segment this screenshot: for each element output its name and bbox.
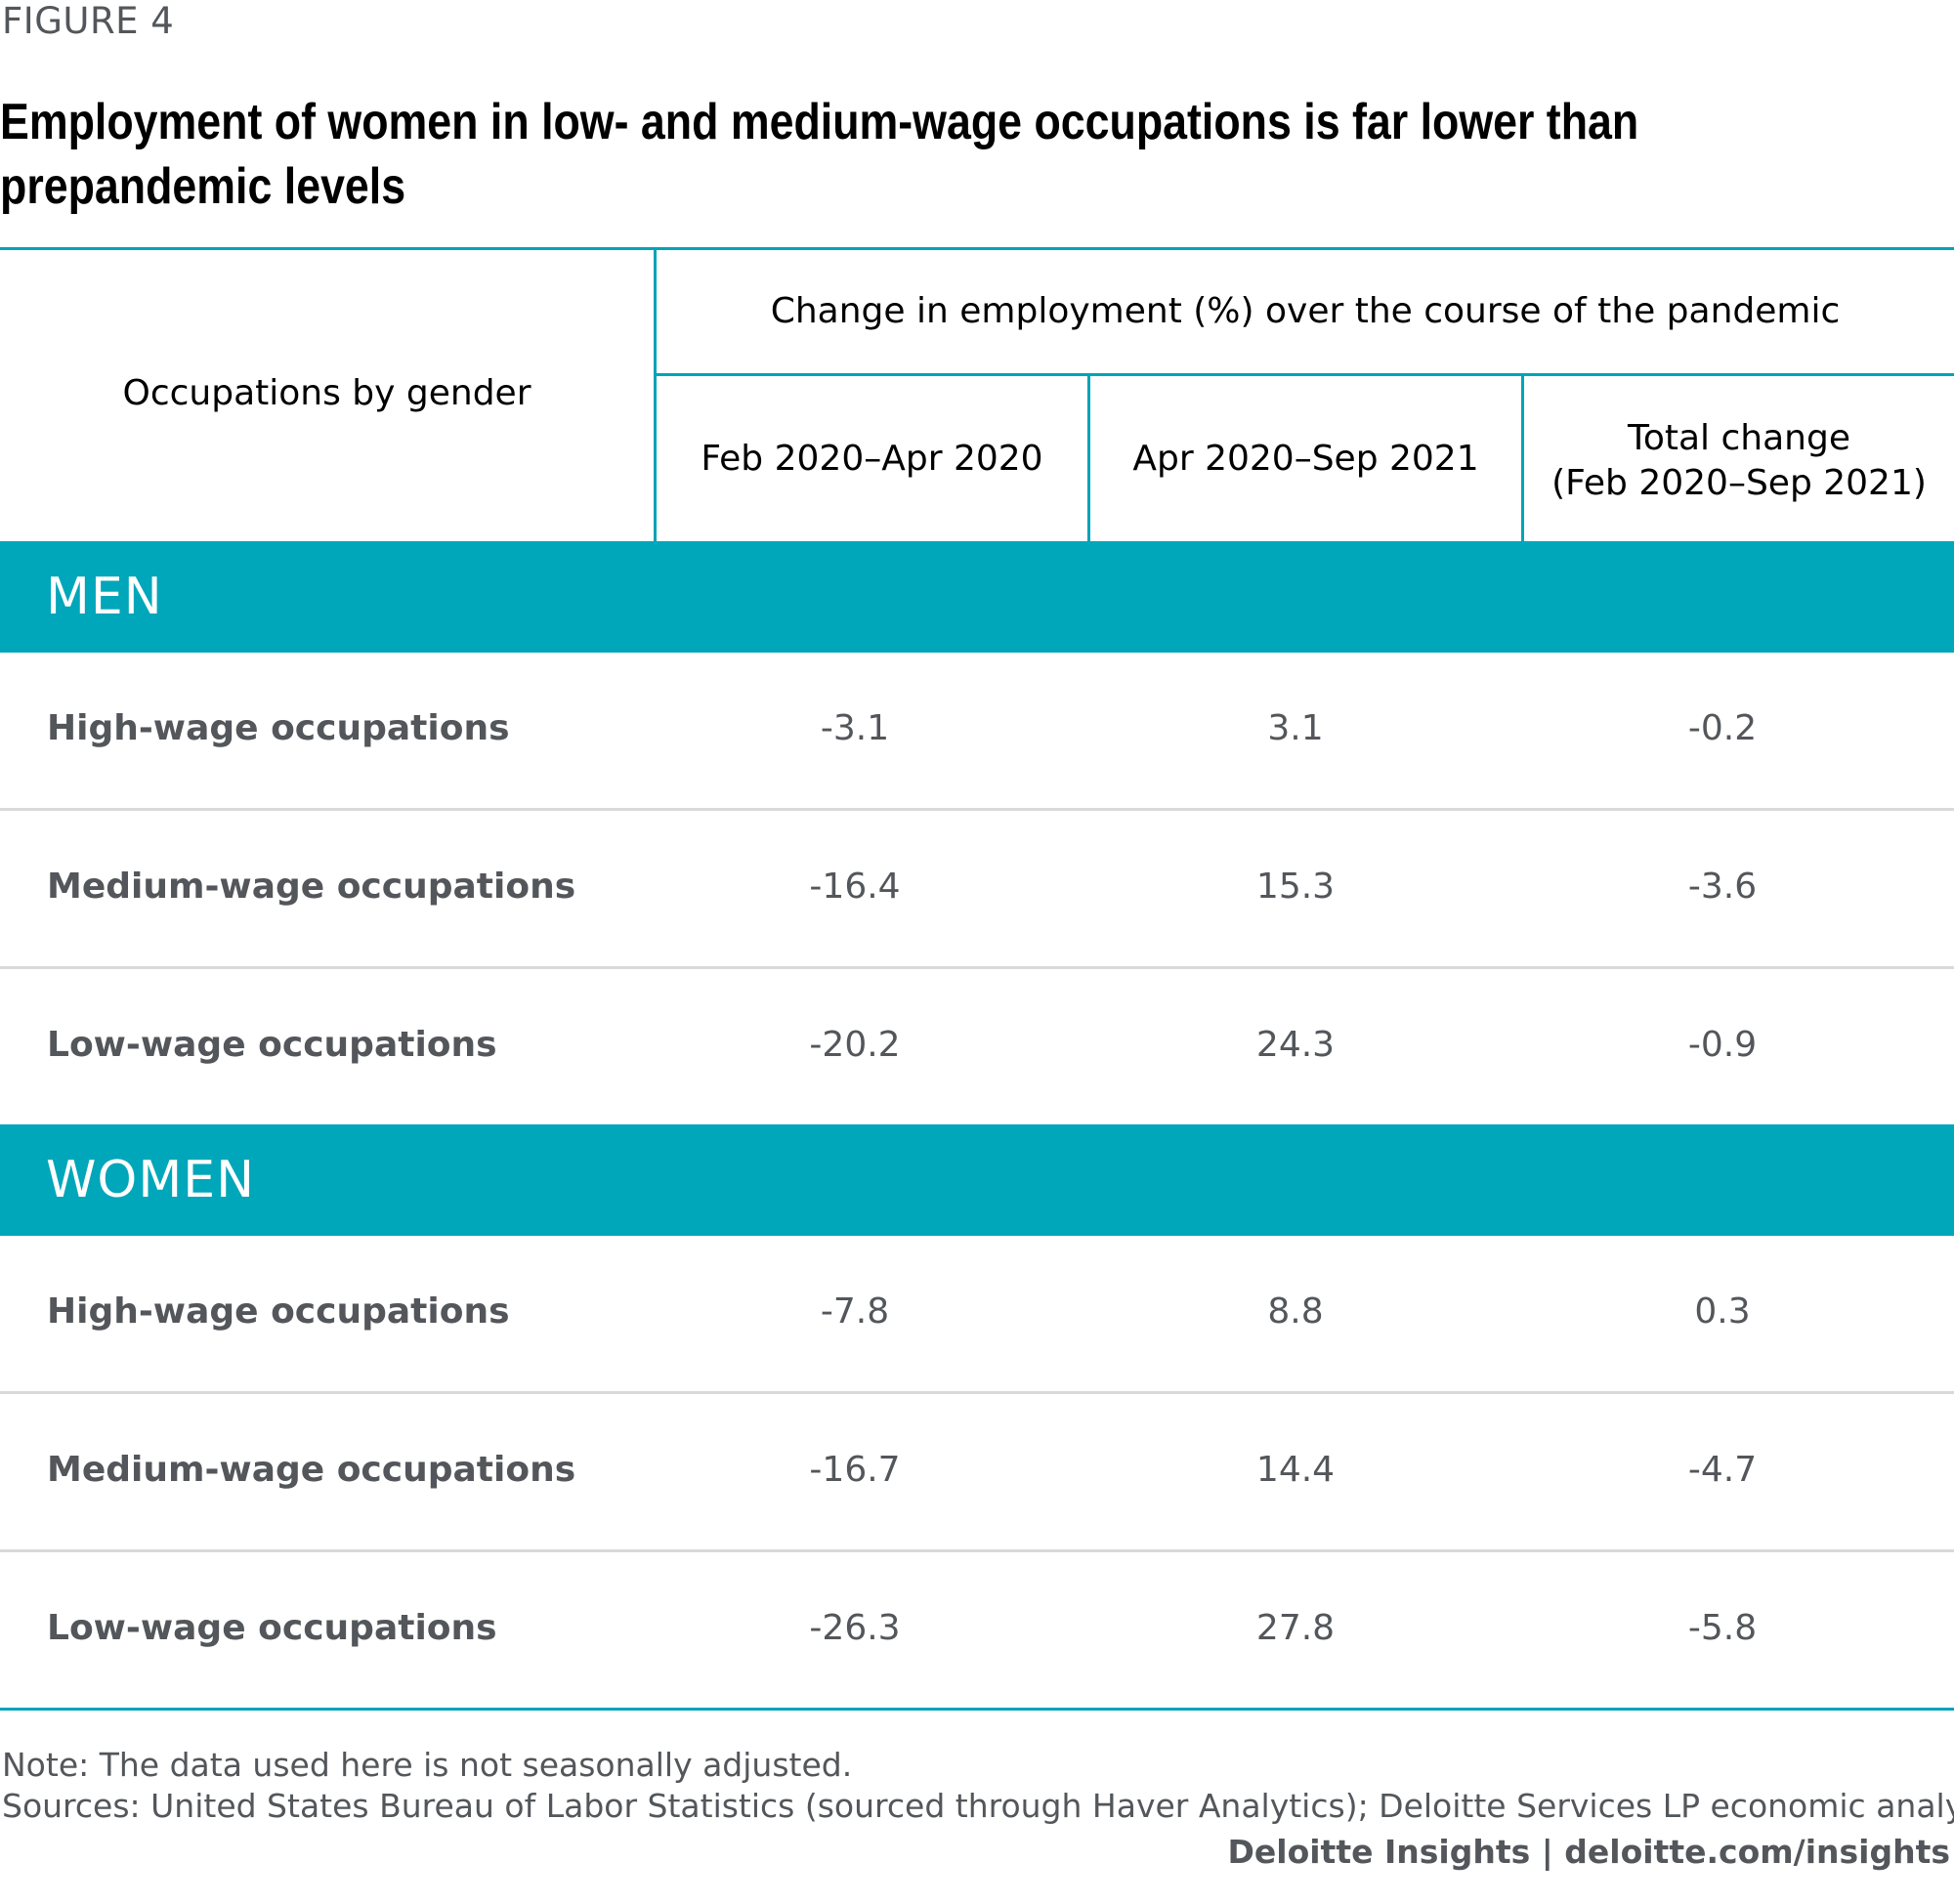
- table-cell: -0.9: [1687, 1025, 1758, 1065]
- group-band-women: WOMEN: [0, 1124, 1954, 1236]
- sources-text: Sources: United States Bureau of Labor S…: [2, 1787, 1954, 1825]
- table-cell: -20.2: [809, 1025, 901, 1065]
- row-header: Occupations by gender: [122, 373, 531, 413]
- group-header-rule: [656, 373, 1954, 376]
- row-separator: [0, 808, 1954, 811]
- table-cell: 0.3: [1694, 1291, 1751, 1332]
- table-top-rule: [0, 247, 1954, 250]
- group-label-men: MEN: [46, 568, 163, 626]
- note-text: Note: The data used here is not seasonal…: [2, 1746, 853, 1784]
- table-cell: 3.1: [1267, 708, 1324, 748]
- table-row-label: High-wage occupations: [47, 1291, 510, 1332]
- table-cell: -26.3: [809, 1608, 901, 1648]
- table-cell: 24.3: [1255, 1025, 1336, 1065]
- column-header-3-line2: (Feb 2020–Sep 2021): [1551, 463, 1927, 503]
- column-header-2: Apr 2020–Sep 2021: [1132, 439, 1479, 479]
- column-header-1: Feb 2020–Apr 2020: [701, 439, 1043, 479]
- row-separator: [0, 1549, 1954, 1552]
- header-divider-right: [1521, 375, 1524, 542]
- table-cell: -16.7: [809, 1450, 901, 1490]
- table-row-label: Low-wage occupations: [47, 1025, 497, 1065]
- table-row-label: Medium-wage occupations: [47, 1450, 576, 1490]
- table-cell: -4.7: [1687, 1450, 1758, 1490]
- table-row-label: High-wage occupations: [47, 708, 510, 748]
- table-cell: 15.3: [1255, 867, 1336, 907]
- table-cell: 8.8: [1267, 1291, 1324, 1332]
- table-cell: -0.2: [1687, 708, 1758, 748]
- row-separator: [0, 1391, 1954, 1394]
- row-separator: [0, 966, 1954, 969]
- table-row-label: Low-wage occupations: [47, 1608, 497, 1648]
- header-divider-left: [654, 249, 657, 542]
- table-row-label: Medium-wage occupations: [47, 867, 576, 907]
- chart-title: Employment of women in low- and medium-w…: [0, 90, 1647, 219]
- table-cell: -3.1: [820, 708, 890, 748]
- table-cell: 14.4: [1255, 1450, 1336, 1490]
- column-header-3: Total change (Feb 2020–Sep 2021): [1524, 416, 1954, 506]
- table-bottom-rule: [0, 1708, 1954, 1711]
- table-cell: -16.4: [809, 867, 901, 907]
- table-cell: 27.8: [1255, 1608, 1336, 1648]
- header-divider-mid: [1087, 375, 1090, 542]
- table-cell: -3.6: [1687, 867, 1758, 907]
- group-header: Change in employment (%) over the course…: [770, 291, 1841, 331]
- table-cell: -5.8: [1687, 1608, 1758, 1648]
- title-line-2: prepandemic levels: [0, 158, 406, 215]
- credit-text: Deloitte Insights | deloitte.com/insight…: [1227, 1833, 1950, 1871]
- group-band-men: MEN: [0, 541, 1954, 653]
- table-cell: -7.8: [820, 1291, 890, 1332]
- figure-label: FIGURE 4: [2, 0, 175, 42]
- group-label-women: WOMEN: [46, 1151, 255, 1209]
- column-header-3-line1: Total change: [1627, 418, 1850, 458]
- title-line-1: Employment of women in low- and medium-w…: [0, 94, 1639, 150]
